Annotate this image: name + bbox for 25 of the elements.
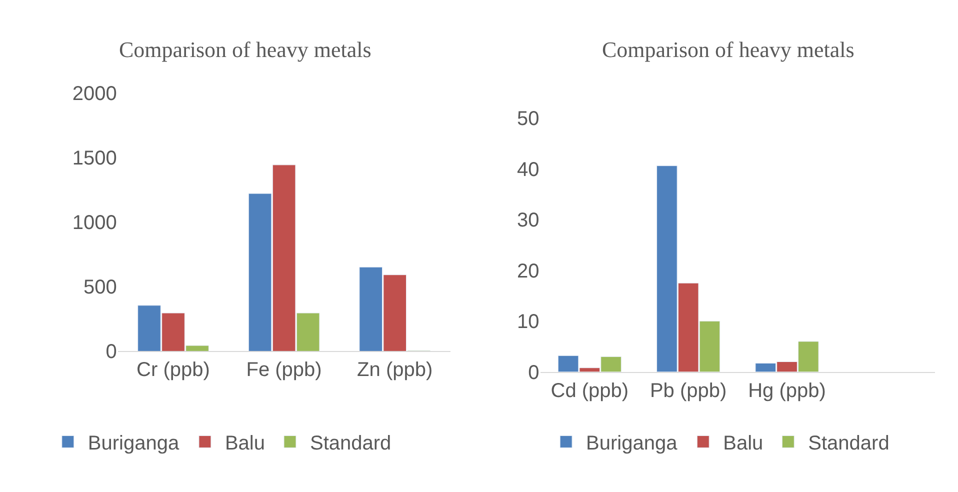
legend-label: Standard xyxy=(808,432,890,454)
chart-title: Comparison of heavy metals xyxy=(119,37,372,62)
y-tick-label: 30 xyxy=(517,210,540,232)
y-tick-label: 2000 xyxy=(72,83,117,106)
x-tick-label: Fe (ppb) xyxy=(246,359,322,382)
chart-title: Comparison of heavy metals xyxy=(602,37,854,62)
legend-label: Balu xyxy=(723,432,764,454)
legend-label: Balu xyxy=(224,432,265,454)
y-tick-label: 0 xyxy=(528,362,540,384)
x-tick-label: Hg (ppb) xyxy=(748,380,826,402)
y-tick-label: 0 xyxy=(106,341,117,364)
y-tick-label: 50 xyxy=(517,108,540,130)
x-tick-label: Cd (ppb) xyxy=(550,380,629,402)
legend-label: Buriganga xyxy=(586,432,678,454)
y-tick-label: 20 xyxy=(517,260,540,282)
y-tick-label: 1000 xyxy=(72,212,117,234)
x-tick-label: Pb (ppb) xyxy=(650,380,727,402)
y-tick-label: 1500 xyxy=(72,148,117,170)
y-tick-label: 40 xyxy=(517,158,540,181)
legend-label: Buriganga xyxy=(88,432,180,454)
y-tick-label: 500 xyxy=(83,276,117,299)
legend-label: Standard xyxy=(310,432,392,454)
x-tick-label: Zn (ppb) xyxy=(357,359,433,382)
y-tick-label: 10 xyxy=(517,311,540,334)
x-tick-label: Cr (ppb) xyxy=(136,359,210,382)
